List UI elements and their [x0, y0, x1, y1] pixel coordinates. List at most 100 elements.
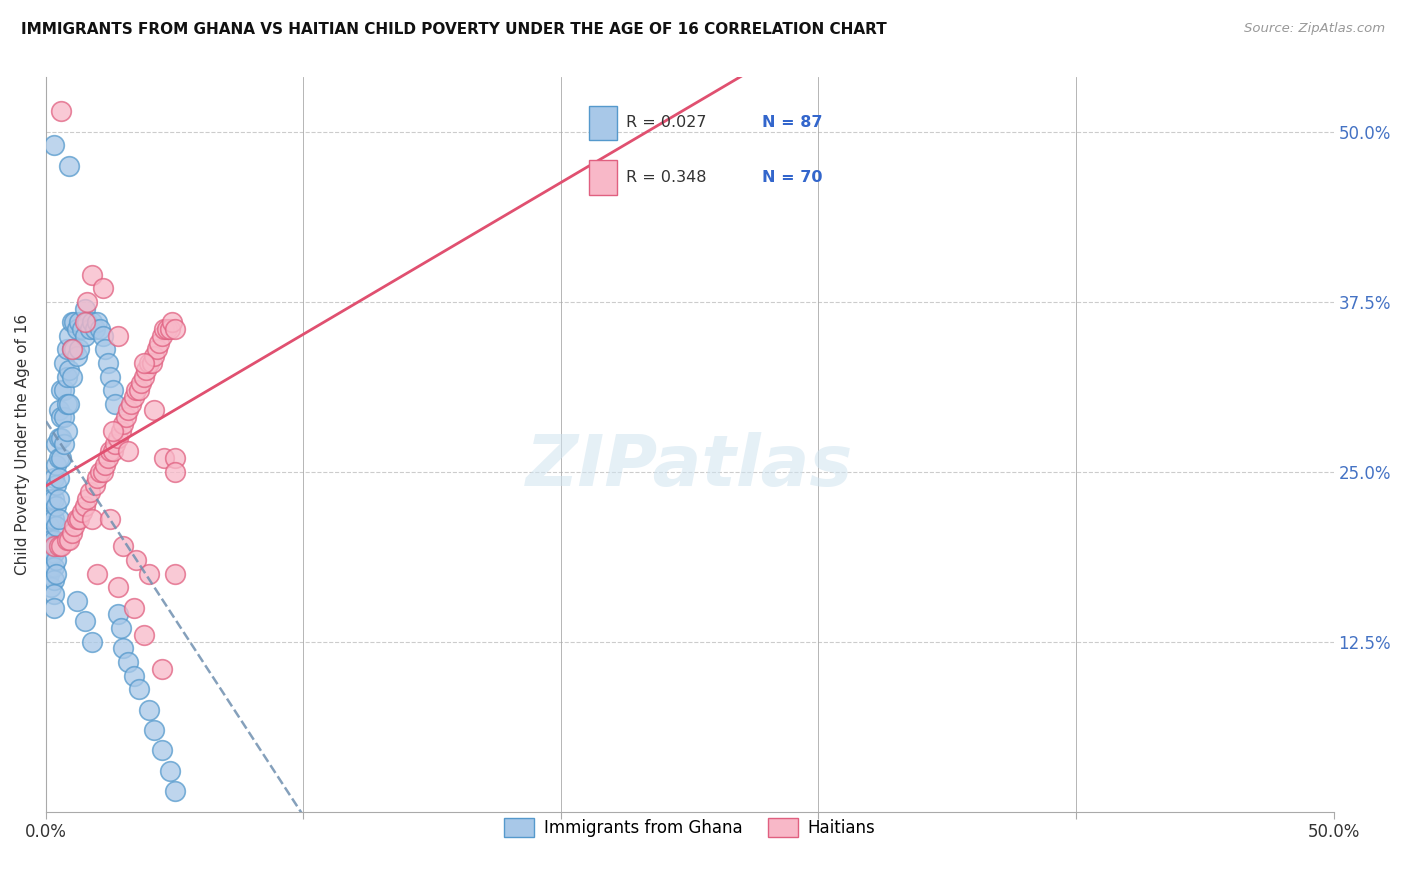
Point [45, 540, 67, 554]
Point [125, 553, 148, 567]
Point [101, 424, 124, 438]
Point [163, 451, 186, 466]
Point [38, 519, 60, 533]
Point [73, 499, 96, 513]
Point [110, 424, 132, 438]
Point [69, 343, 91, 357]
Point [101, 383, 124, 397]
Point [60, 525, 83, 540]
Point [145, 343, 167, 357]
Point [163, 566, 186, 581]
Point [51, 431, 73, 445]
Point [94, 458, 117, 472]
Point [82, 512, 104, 526]
Point [107, 580, 129, 594]
Point [51, 383, 73, 397]
Point [112, 417, 135, 431]
Point [66, 349, 89, 363]
Point [86, 315, 108, 329]
Point [69, 512, 91, 526]
Point [42, 471, 65, 485]
Point [110, 621, 132, 635]
Point [89, 322, 111, 336]
Point [70, 322, 93, 336]
Point [128, 383, 150, 397]
Point [143, 403, 166, 417]
Point [143, 723, 166, 737]
Point [132, 628, 155, 642]
Point [91, 281, 114, 295]
Point [58, 397, 80, 411]
Point [42, 587, 65, 601]
Point [45, 519, 67, 533]
Point [42, 512, 65, 526]
Point [38, 553, 60, 567]
Point [122, 668, 145, 682]
Point [160, 315, 183, 329]
Point [73, 315, 96, 329]
Point [42, 540, 65, 554]
Point [42, 559, 65, 574]
Y-axis label: Child Poverty Under the Age of 16: Child Poverty Under the Age of 16 [15, 314, 30, 575]
Point [42, 533, 65, 547]
Point [60, 369, 83, 384]
Point [39, 512, 62, 526]
Point [53, 437, 76, 451]
Point [48, 471, 70, 485]
Point [153, 451, 176, 466]
Text: Source: ZipAtlas.com: Source: ZipAtlas.com [1244, 22, 1385, 36]
Point [138, 566, 160, 581]
Point [42, 491, 65, 506]
Point [48, 403, 70, 417]
Point [38, 566, 60, 581]
Point [39, 546, 62, 560]
Point [58, 159, 80, 173]
Text: ZIPatlas: ZIPatlas [526, 432, 853, 501]
Point [128, 682, 150, 697]
Point [60, 315, 83, 329]
Point [55, 343, 77, 357]
Point [70, 505, 93, 519]
Point [58, 328, 80, 343]
Text: IMMIGRANTS FROM GHANA VS HAITIAN CHILD POVERTY UNDER THE AGE OF 16 CORRELATION C: IMMIGRANTS FROM GHANA VS HAITIAN CHILD P… [21, 22, 887, 37]
Point [148, 335, 170, 350]
Point [98, 512, 121, 526]
Point [104, 397, 127, 411]
Point [153, 322, 176, 336]
Point [159, 764, 181, 778]
Point [53, 383, 76, 397]
Point [73, 614, 96, 628]
Point [135, 362, 157, 376]
Point [58, 533, 80, 547]
Point [63, 315, 86, 329]
Point [112, 540, 135, 554]
Point [60, 343, 83, 357]
Point [132, 356, 155, 370]
Point [42, 574, 65, 588]
Point [60, 343, 83, 357]
Point [101, 444, 124, 458]
Point [39, 580, 62, 594]
Point [122, 600, 145, 615]
Point [138, 702, 160, 716]
Point [163, 465, 186, 479]
Point [45, 566, 67, 581]
Point [94, 343, 117, 357]
Point [66, 594, 89, 608]
Point [89, 465, 111, 479]
Legend: Immigrants from Ghana, Haitians: Immigrants from Ghana, Haitians [498, 811, 882, 844]
Point [91, 328, 114, 343]
Point [51, 540, 73, 554]
Point [45, 499, 67, 513]
Point [107, 431, 129, 445]
Point [82, 315, 104, 329]
Point [159, 322, 181, 336]
Point [114, 410, 136, 425]
Point [122, 390, 145, 404]
Point [83, 322, 105, 336]
Point [79, 485, 101, 500]
Point [125, 383, 148, 397]
Point [117, 444, 139, 458]
Point [63, 343, 86, 357]
Point [48, 512, 70, 526]
